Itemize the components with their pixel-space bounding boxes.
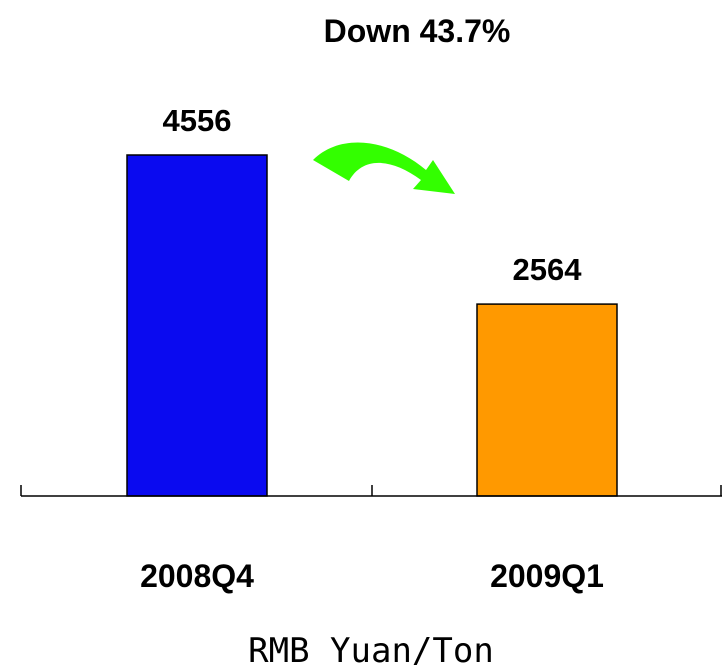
bars-layer: 4556 2564: [126, 103, 618, 497]
bar-2009Q1: [476, 303, 618, 497]
down-arrow-icon: [313, 142, 455, 194]
x-axis: 2008Q4 2009Q1: [20, 485, 722, 594]
tick-label-2008Q4: 2008Q4: [140, 558, 254, 594]
data-label-2008Q4: 4556: [163, 103, 232, 138]
data-label-2009Q1: 2564: [513, 252, 583, 287]
bar-2008Q4: [126, 154, 268, 497]
unit-label: RMB Yuan/Ton: [248, 631, 494, 671]
tick-label-2009Q1: 2009Q1: [490, 558, 604, 594]
chart-title: Down 43.7%: [324, 13, 511, 49]
